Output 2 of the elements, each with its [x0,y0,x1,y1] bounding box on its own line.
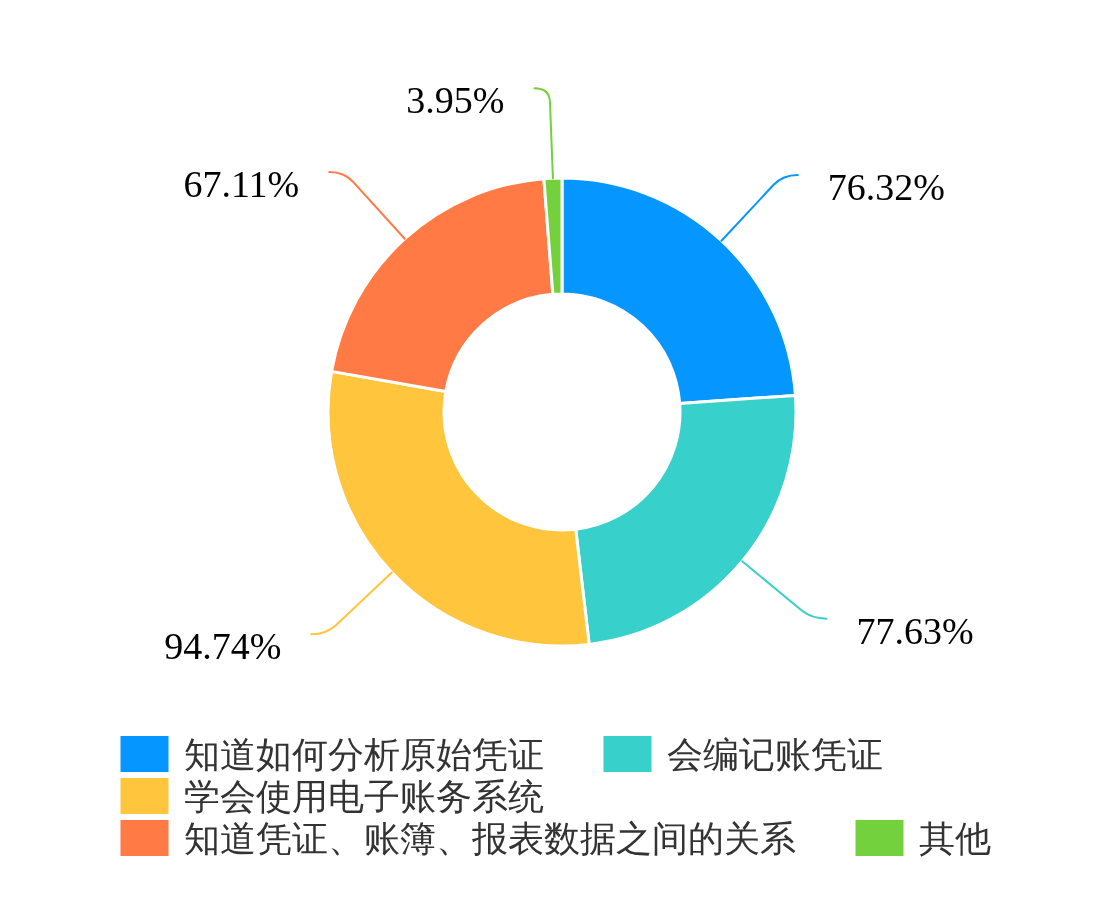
legend-label: 其他 [918,817,991,859]
legend-label: 会编记账凭证 [666,733,883,775]
